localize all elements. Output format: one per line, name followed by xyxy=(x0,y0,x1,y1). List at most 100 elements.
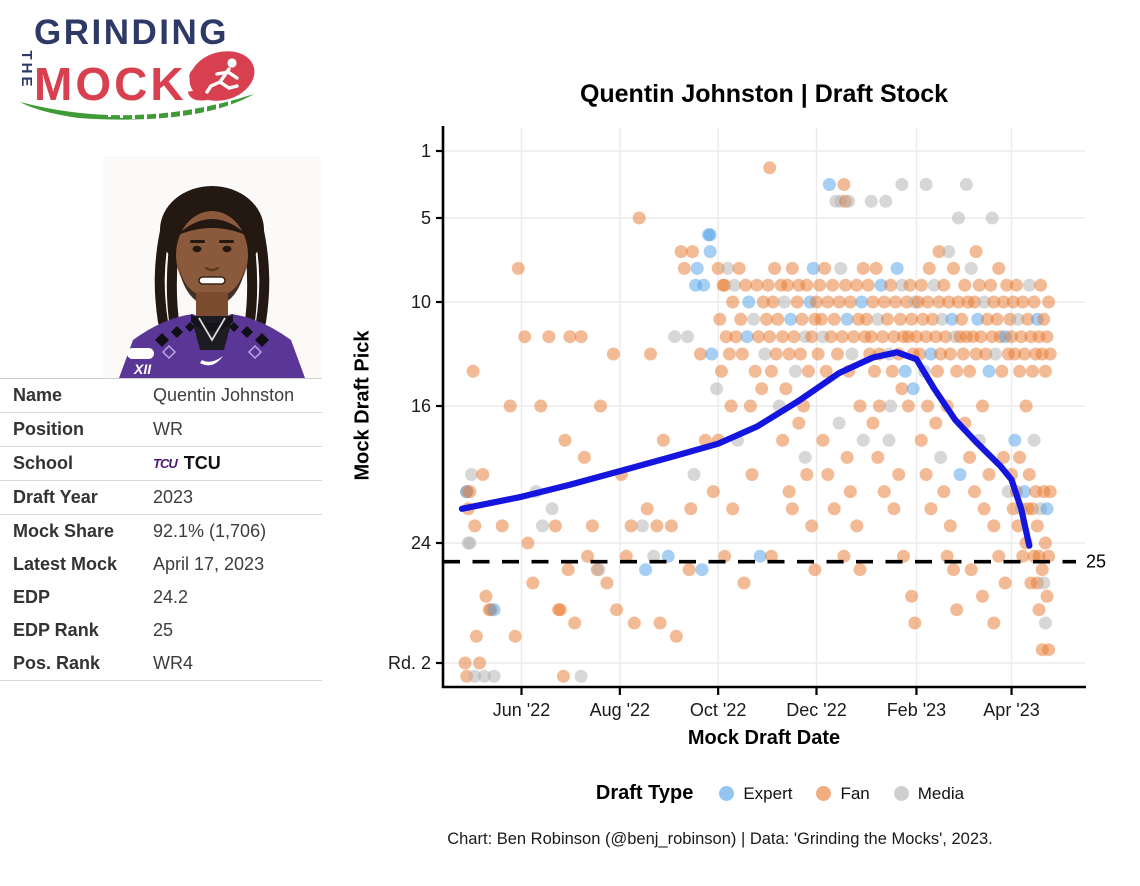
scatter-point xyxy=(942,245,956,259)
scatter-point xyxy=(958,278,972,292)
scatter-point xyxy=(1014,330,1028,344)
scatter-point xyxy=(919,468,933,481)
info-row-position: Position WR xyxy=(0,413,322,447)
scatter-point xyxy=(843,485,857,499)
legend-item-media: Media xyxy=(893,784,964,804)
scatter-point xyxy=(1022,468,1036,481)
scatter-point xyxy=(687,468,701,481)
scatter-point xyxy=(795,312,809,326)
scatter-point xyxy=(705,347,719,361)
y-tick-label: 5 xyxy=(421,208,431,228)
scatter-point xyxy=(726,502,740,516)
scatter-point xyxy=(892,468,906,481)
scatter-point xyxy=(743,399,757,413)
scatter-point xyxy=(982,468,996,481)
scatter-point xyxy=(987,519,1001,533)
scatter-point xyxy=(1038,364,1052,378)
scatter-point xyxy=(1037,576,1051,590)
scatter-point xyxy=(951,295,965,309)
scatter-point xyxy=(871,450,885,464)
scatter-point xyxy=(992,549,1006,563)
scatter-point xyxy=(856,433,870,447)
scatter-point xyxy=(1027,295,1041,309)
expert-dot-icon xyxy=(719,786,735,801)
scatter-point xyxy=(1017,347,1031,361)
scatter-point xyxy=(735,347,749,361)
scatter-point xyxy=(914,278,928,292)
fan-dot-icon xyxy=(816,786,832,801)
scatter-point xyxy=(768,261,782,275)
scatter-point xyxy=(592,563,606,577)
scatter-point xyxy=(711,261,725,275)
scatter-point xyxy=(718,278,732,292)
scatter-point xyxy=(1043,347,1057,361)
scatter-point xyxy=(1042,295,1056,309)
scatter-point xyxy=(758,347,772,361)
scatter-point xyxy=(1021,312,1035,326)
legend-title: Draft Type xyxy=(595,782,694,804)
scatter-point xyxy=(906,382,920,396)
scatter-point xyxy=(479,589,493,603)
scatter-point xyxy=(977,295,991,309)
scatter-point xyxy=(503,399,517,413)
scatter-point xyxy=(800,468,814,481)
scatter-point xyxy=(697,278,711,292)
scatter-point xyxy=(1026,364,1039,378)
scatter-point xyxy=(990,312,1004,326)
scatter-point xyxy=(664,519,678,533)
scatter-point xyxy=(964,261,978,275)
scatter-point xyxy=(1038,536,1052,550)
scatter-point xyxy=(465,468,478,481)
scatter-point xyxy=(726,295,740,309)
scatter-point xyxy=(577,450,591,464)
x-axis-title: Mock Draft Date xyxy=(687,727,841,749)
scatter-point xyxy=(740,330,754,344)
info-label: Mock Share xyxy=(13,521,115,541)
scatter-point xyxy=(536,519,549,533)
scatter-point xyxy=(864,330,878,344)
scatter-point xyxy=(466,364,480,378)
scatter-point xyxy=(1022,278,1036,292)
scatter-point xyxy=(640,502,654,516)
chart-title: Quentin Johnston | Draft Stock xyxy=(579,80,949,108)
scatter-point xyxy=(929,416,943,430)
scatter-point xyxy=(1032,603,1046,617)
scatter-point xyxy=(959,178,973,191)
scatter-point xyxy=(1019,399,1033,413)
scatter-point xyxy=(869,261,883,275)
scatter-point xyxy=(943,519,957,533)
scatter-point xyxy=(995,364,1009,378)
scatter-point xyxy=(939,330,952,344)
scatter-point xyxy=(1040,589,1054,603)
scatter-point xyxy=(819,364,833,378)
scatter-point xyxy=(468,669,482,683)
scatter-point xyxy=(866,416,880,430)
scatter-point xyxy=(568,616,582,630)
scatter-point xyxy=(972,278,986,292)
scatter-point xyxy=(763,330,777,344)
scatter-point xyxy=(752,330,765,344)
scatter-point xyxy=(585,519,599,533)
info-value: Quentin Johnston xyxy=(153,385,295,405)
scatter-point xyxy=(690,261,704,275)
scatter-point xyxy=(935,312,949,326)
grinding-the-mocks-logo: GRINDING THE MOCKS xyxy=(18,13,255,120)
scatter-point xyxy=(473,656,487,670)
scatter-point xyxy=(885,364,899,378)
scatter-point xyxy=(916,312,930,326)
scatter-point xyxy=(822,178,836,191)
x-tick-label: Feb '23 xyxy=(887,700,946,720)
scatter-point xyxy=(764,549,778,563)
info-value: 2023 xyxy=(153,487,194,507)
scatter-point xyxy=(639,563,653,577)
edp-reference-label: 25 xyxy=(1086,552,1106,572)
scatter-point xyxy=(553,603,567,617)
scatter-point xyxy=(945,312,959,326)
info-label: Position xyxy=(13,419,84,439)
scatter-point xyxy=(805,330,819,344)
scatter-point xyxy=(887,502,901,516)
scatter-point xyxy=(810,295,823,309)
scatter-point xyxy=(706,485,720,499)
scatter-point xyxy=(997,295,1010,309)
info-value: 25 xyxy=(153,620,174,640)
